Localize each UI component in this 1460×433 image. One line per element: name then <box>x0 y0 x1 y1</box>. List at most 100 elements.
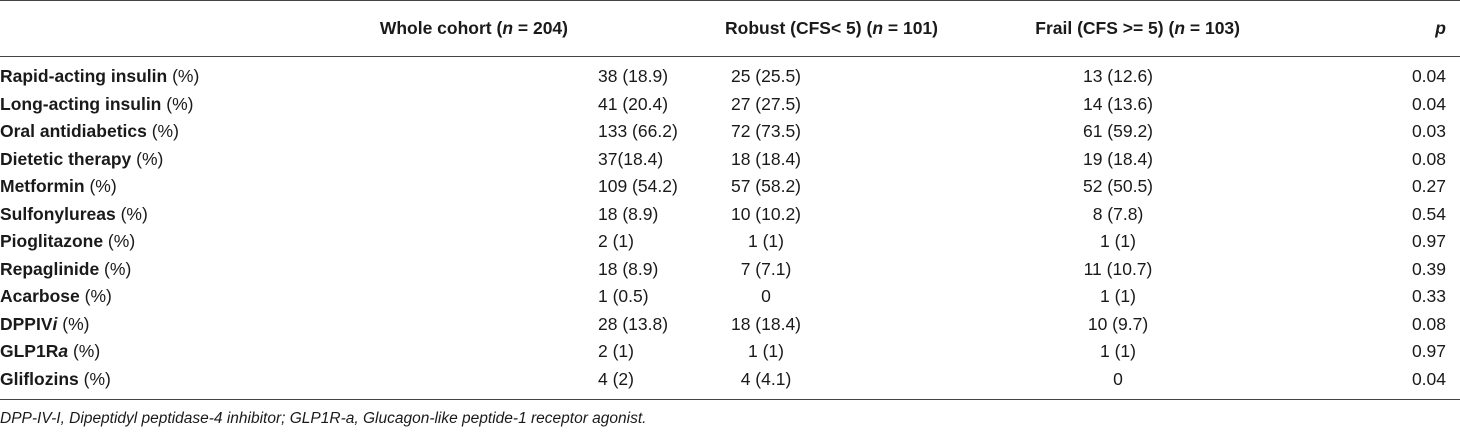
row-drug-name: Sulfonylureas <box>0 203 116 224</box>
header-robust-text: Robust (CFS< 5) ( <box>725 18 873 38</box>
cell-whole-cohort: 2 (1) <box>598 231 634 251</box>
table-row: Repaglinide (%) 18 (8.9) 7 (7.1) 11 (10.7) 0… <box>0 256 1460 284</box>
header-whole-cohort: Whole cohort (n = 204) <box>330 0 568 57</box>
cell-p-value: 0.33 <box>1411 286 1446 306</box>
row-label: Long-acting insulin (%) <box>0 91 330 119</box>
row-drug-name: DPPIV <box>0 313 53 334</box>
cell-robust: 10 (10.2) <box>730 203 802 224</box>
cell-frail: 1 (1) <box>1100 231 1136 251</box>
cell-robust: 0 <box>761 286 771 306</box>
table-row: Gliflozins (%) 4 (2) 4 (4.1) 0 0.04 <box>0 365 1460 400</box>
table-footnote: DPP-IV-I, Dipeptidyl peptidase-4 inhibit… <box>0 410 647 427</box>
row-unit: (%) <box>57 313 90 334</box>
row-unit: (%) <box>115 203 148 224</box>
header-label <box>0 0 330 57</box>
cell-frail: 14 (13.6) <box>1082 93 1154 114</box>
table-row: GLP1Ra (%) 2 (1) 1 (1) 1 (1) 0.97 <box>0 338 1460 366</box>
row-drug-name-suffix: i <box>52 313 58 334</box>
row-unit: (%) <box>161 93 194 114</box>
cell-frail: 13 (12.6) <box>1082 66 1154 86</box>
cell-robust: 57 (58.2) <box>730 176 802 196</box>
header-frail-n: n <box>1174 18 1186 38</box>
row-drug-name: Long-acting insulin <box>0 93 162 114</box>
row-drug-name: Rapid-acting insulin <box>0 66 168 86</box>
row-label: Pioglitazone (%) <box>0 228 330 256</box>
cell-whole-cohort: 2 (1) <box>598 341 634 361</box>
row-unit: (%) <box>84 176 117 196</box>
cell-frail: 8 (7.8) <box>1092 203 1144 224</box>
cell-robust: 1 (1) <box>748 341 784 361</box>
cell-robust: 72 (73.5) <box>730 121 802 141</box>
row-drug-name: Gliflozins <box>0 368 79 389</box>
cell-robust: 25 (25.5) <box>730 66 802 86</box>
cell-p-value: 0.04 <box>1411 66 1446 86</box>
row-unit: (%) <box>146 121 179 141</box>
cell-p-value: 0.27 <box>1411 176 1446 196</box>
header-frail: Frail (CFS >= 5) (n = 103) <box>944 0 1302 57</box>
table-row: Dietetic therapy (%) 37(18.4) 18 (18.4) 19 … <box>0 146 1460 174</box>
row-drug-name: Dietetic therapy <box>0 148 132 169</box>
cell-whole-cohort: 18 (8.9) <box>598 203 659 224</box>
row-drug-name: Pioglitazone <box>0 231 104 251</box>
row-drug-name: Oral antidiabetics <box>0 121 147 141</box>
cell-whole-cohort: 1 (0.5) <box>598 286 649 306</box>
table-row: Pioglitazone (%) 2 (1) 1 (1) 1 (1) 0.97 <box>0 228 1460 256</box>
cell-robust: 18 (18.4) <box>730 313 802 334</box>
row-label: Sulfonylureas (%) <box>0 201 330 229</box>
cell-robust: 1 (1) <box>748 231 784 251</box>
table-header: Whole cohort (n = 204) Robust (CFS< 5) (… <box>0 0 1460 57</box>
table-row: Sulfonylureas (%) 18 (8.9) 10 (10.2) 8 (7.8… <box>0 201 1460 229</box>
row-drug-name-suffix: a <box>58 341 69 361</box>
cell-whole-cohort: 37(18.4) <box>598 148 664 169</box>
cell-frail: 1 (1) <box>1100 341 1136 361</box>
table-row: Metformin (%) 109 (54.2) 57 (58.2) 52 (50.5… <box>0 173 1460 201</box>
cell-robust: 18 (18.4) <box>730 148 802 169</box>
data-table: Whole cohort (n = 204) Robust (CFS< 5) (… <box>0 0 1460 400</box>
cell-p-value: 0.97 <box>1411 341 1446 361</box>
row-drug-name: Acarbose <box>0 286 80 306</box>
row-unit: (%) <box>79 286 112 306</box>
row-unit: (%) <box>78 368 111 389</box>
header-robust-count: = 101) <box>883 18 938 38</box>
cell-robust: 27 (27.5) <box>730 93 802 114</box>
header-robust: Robust (CFS< 5) (n = 101) <box>568 0 944 57</box>
table-row: Acarbose (%) 1 (0.5) 0 1 (1) 0.33 <box>0 283 1460 311</box>
header-p-text: p <box>1435 18 1446 38</box>
cell-frail: 11 (10.7) <box>1083 258 1153 279</box>
cell-whole-cohort: 38 (18.9) <box>598 66 669 86</box>
table-body: Rapid-acting insulin (%) 38 (18.9) 25 (25.… <box>0 57 1460 400</box>
cell-whole-cohort: 28 (13.8) <box>598 313 669 334</box>
cell-whole-cohort: 18 (8.9) <box>598 258 659 279</box>
row-label: Oral antidiabetics (%) <box>0 118 330 146</box>
cell-p-value: 0.39 <box>1411 258 1446 279</box>
cell-frail: 19 (18.4) <box>1082 148 1154 169</box>
row-label: Metformin (%) <box>0 173 330 201</box>
row-label: Dietetic therapy (%) <box>0 146 330 174</box>
cell-p-value: 0.08 <box>1411 313 1446 334</box>
header-frail-count: = 103) <box>1185 18 1240 38</box>
cell-whole-cohort: 41 (20.4) <box>598 93 669 114</box>
row-drug-name: Repaglinide <box>0 258 100 279</box>
header-row: Whole cohort (n = 204) Robust (CFS< 5) (… <box>0 0 1460 57</box>
row-unit: (%) <box>99 258 132 279</box>
row-unit: (%) <box>103 231 136 251</box>
cell-robust: 4 (4.1) <box>568 365 944 400</box>
cell-frail: 52 (50.5) <box>1082 176 1154 196</box>
header-whole-cohort-text: Whole cohort ( <box>379 18 503 38</box>
cell-whole-cohort: 133 (66.2) <box>598 121 678 141</box>
table-row: Long-acting insulin (%) 41 (20.4) 27 (27.5… <box>0 91 1460 119</box>
row-label: Rapid-acting insulin (%) <box>0 57 330 91</box>
row-unit: (%) <box>131 148 164 169</box>
table-row: DPPIVi (%) 28 (13.8) 18 (18.4) 10 (9.7) 0.08 <box>0 311 1460 339</box>
cell-robust: 7 (7.1) <box>740 258 792 279</box>
row-label: Repaglinide (%) <box>0 256 330 284</box>
row-label: Gliflozins (%) <box>0 365 330 400</box>
cell-p-value: 0.04 <box>1411 93 1446 114</box>
table-row: Oral antidiabetics (%) 133 (66.2) 72 (73.5… <box>0 118 1460 146</box>
table-row: Rapid-acting insulin (%) 38 (18.9) 25 (25.… <box>0 57 1460 91</box>
cell-p-value: 0.03 <box>1411 121 1446 141</box>
cell-p-value: 0.08 <box>1411 148 1446 169</box>
header-robust-n: n <box>872 18 884 38</box>
cell-frail: 10 (9.7) <box>1087 313 1149 334</box>
header-whole-cohort-count: = 204) <box>513 18 568 38</box>
